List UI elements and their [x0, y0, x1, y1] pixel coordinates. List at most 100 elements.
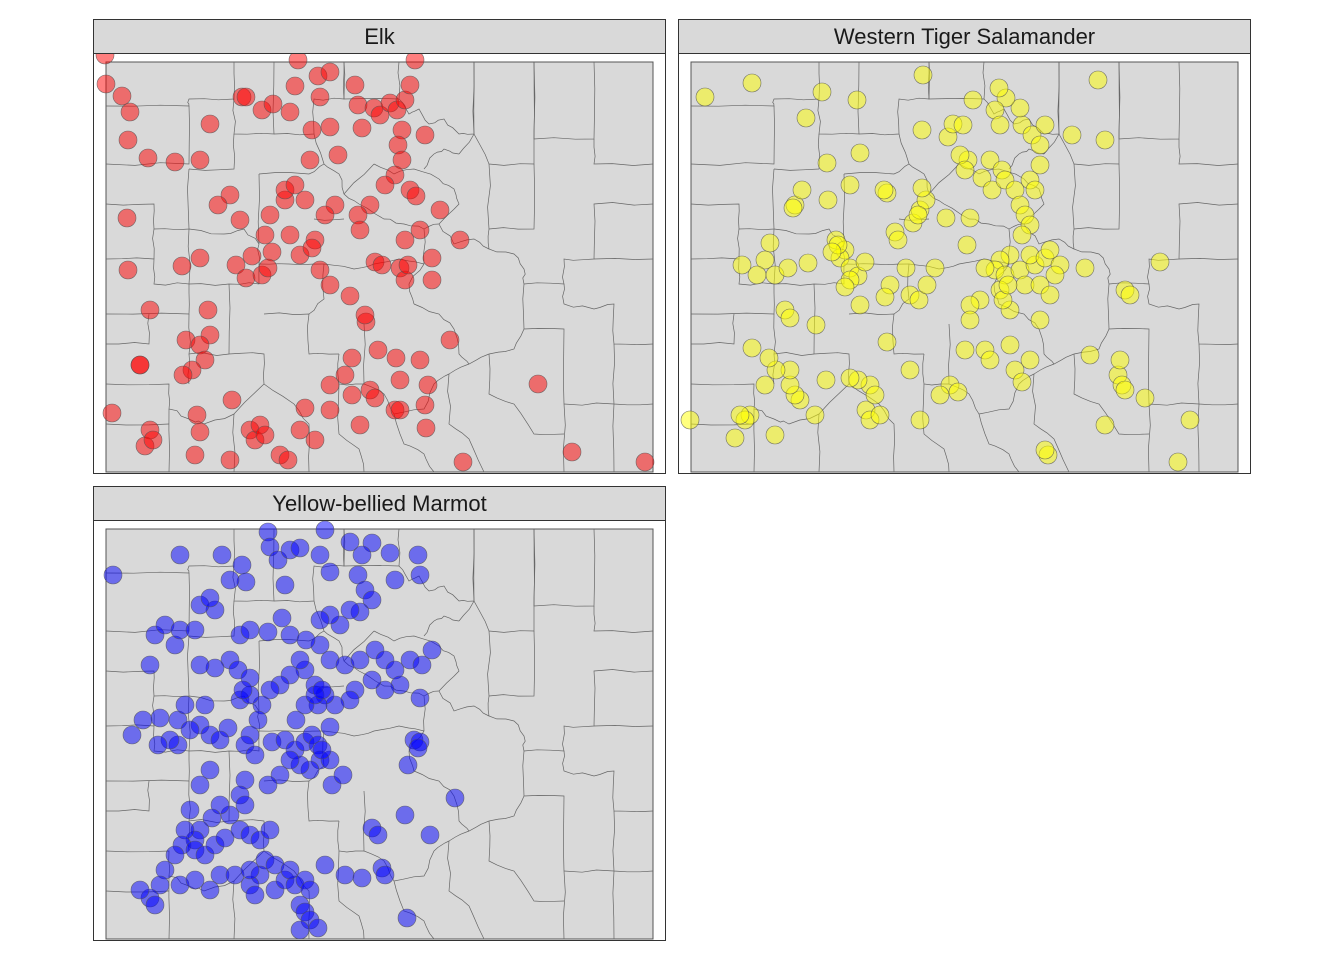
occurrence-point [348, 95, 368, 115]
occurrence-point [818, 190, 838, 210]
county-boundary [1148, 403, 1151, 473]
occurrence-point [190, 655, 210, 675]
occurrence-point [285, 76, 305, 96]
occurrence-point [778, 258, 798, 278]
occurrence-point [865, 385, 885, 405]
occurrence-point [410, 220, 430, 240]
county-boundary [593, 725, 654, 727]
occurrence-point [258, 775, 278, 795]
occurrence-point [1040, 285, 1060, 305]
occurrence-point [345, 75, 365, 95]
occurrence-point [350, 220, 370, 240]
occurrence-point [855, 252, 875, 272]
occurrence-point [170, 545, 190, 565]
occurrence-point [792, 180, 812, 200]
occurrence-point [445, 788, 465, 808]
occurrence-point [280, 625, 300, 645]
occurrence-point [908, 205, 928, 225]
occurrence-point [222, 390, 242, 410]
occurrence-point [1012, 225, 1032, 245]
occurrence-point [955, 160, 975, 180]
occurrence-point [320, 400, 340, 420]
occurrence-point [375, 865, 395, 885]
county-boundary [488, 353, 565, 436]
county-boundary [773, 133, 821, 171]
county-boundary [438, 645, 460, 692]
occurrence-point [888, 230, 908, 250]
county-boundary [408, 228, 426, 305]
occurrence-point [200, 114, 220, 134]
county-boundary [737, 228, 740, 260]
county-boundary [152, 228, 155, 260]
occurrence-point [975, 258, 995, 278]
county-boundary [1148, 402, 1200, 406]
county-boundary [342, 61, 401, 100]
occurrence-point [258, 258, 278, 278]
county-boundary [423, 615, 460, 637]
occurrence-point [233, 680, 253, 700]
occurrence-points [680, 65, 1200, 472]
occurrence-point [333, 765, 353, 785]
county-boundary [413, 303, 470, 365]
county-boundary [523, 328, 565, 405]
occurrence-point [840, 368, 860, 388]
occurrence-point [415, 125, 435, 145]
occurrence-point [118, 260, 138, 280]
occurrence-point [315, 521, 335, 540]
occurrence-point [138, 148, 158, 168]
occurrence-point [1030, 135, 1050, 155]
occurrence-point [783, 198, 803, 218]
county-boundary [488, 283, 525, 355]
county-boundary [423, 148, 460, 170]
occurrence-point [1030, 155, 1050, 175]
occurrence-point [310, 87, 330, 107]
occurrence-point [312, 740, 332, 760]
occurrence-point [263, 94, 283, 114]
occurrence-point [422, 248, 442, 268]
county-boundary [487, 163, 491, 230]
occurrence-point [805, 405, 825, 425]
county-boundary [1147, 283, 1239, 345]
occurrence-point [200, 760, 220, 780]
occurrence-point [310, 610, 330, 630]
county-boundary [818, 383, 850, 415]
occurrence-point [913, 65, 933, 85]
occurrence-point [215, 828, 235, 848]
occurrence-point [450, 230, 470, 250]
occurrence-point [175, 695, 195, 715]
occurrence-point [732, 255, 752, 275]
occurrence-point [200, 588, 220, 608]
county-boundary [563, 402, 615, 406]
occurrence-point [759, 348, 779, 368]
occurrence-point [312, 680, 332, 700]
county-boundary [562, 750, 654, 812]
occurrence-point [362, 590, 382, 610]
occurrence-point [280, 860, 300, 880]
county-boundary [105, 383, 235, 425]
occurrence-point [397, 908, 417, 928]
county-boundary [233, 383, 265, 415]
occurrence-point [290, 420, 310, 440]
county-boundary [858, 61, 931, 136]
occurrence-point [1030, 310, 1050, 330]
occurrence-point [806, 315, 826, 335]
occurrence-point [755, 250, 775, 270]
occurrence-point [122, 725, 142, 745]
occurrence-point [295, 398, 315, 418]
occurrence-point [960, 310, 980, 330]
occurrence-point [148, 735, 168, 755]
occurrence-point [352, 868, 372, 888]
occurrence-point [368, 825, 388, 845]
county-boundary [593, 606, 654, 633]
county-boundary [105, 105, 190, 166]
occurrence-point [300, 880, 320, 900]
occurrence-point [255, 425, 275, 445]
occurrence-point [730, 405, 750, 425]
occurrence-point [742, 73, 762, 93]
occurrence-point [290, 650, 310, 670]
occurrence-point [1035, 440, 1055, 460]
occurrence-point [1110, 350, 1130, 370]
occurrence-point [165, 152, 185, 172]
occurrence-point [235, 795, 255, 815]
occurrence-point [315, 855, 335, 875]
